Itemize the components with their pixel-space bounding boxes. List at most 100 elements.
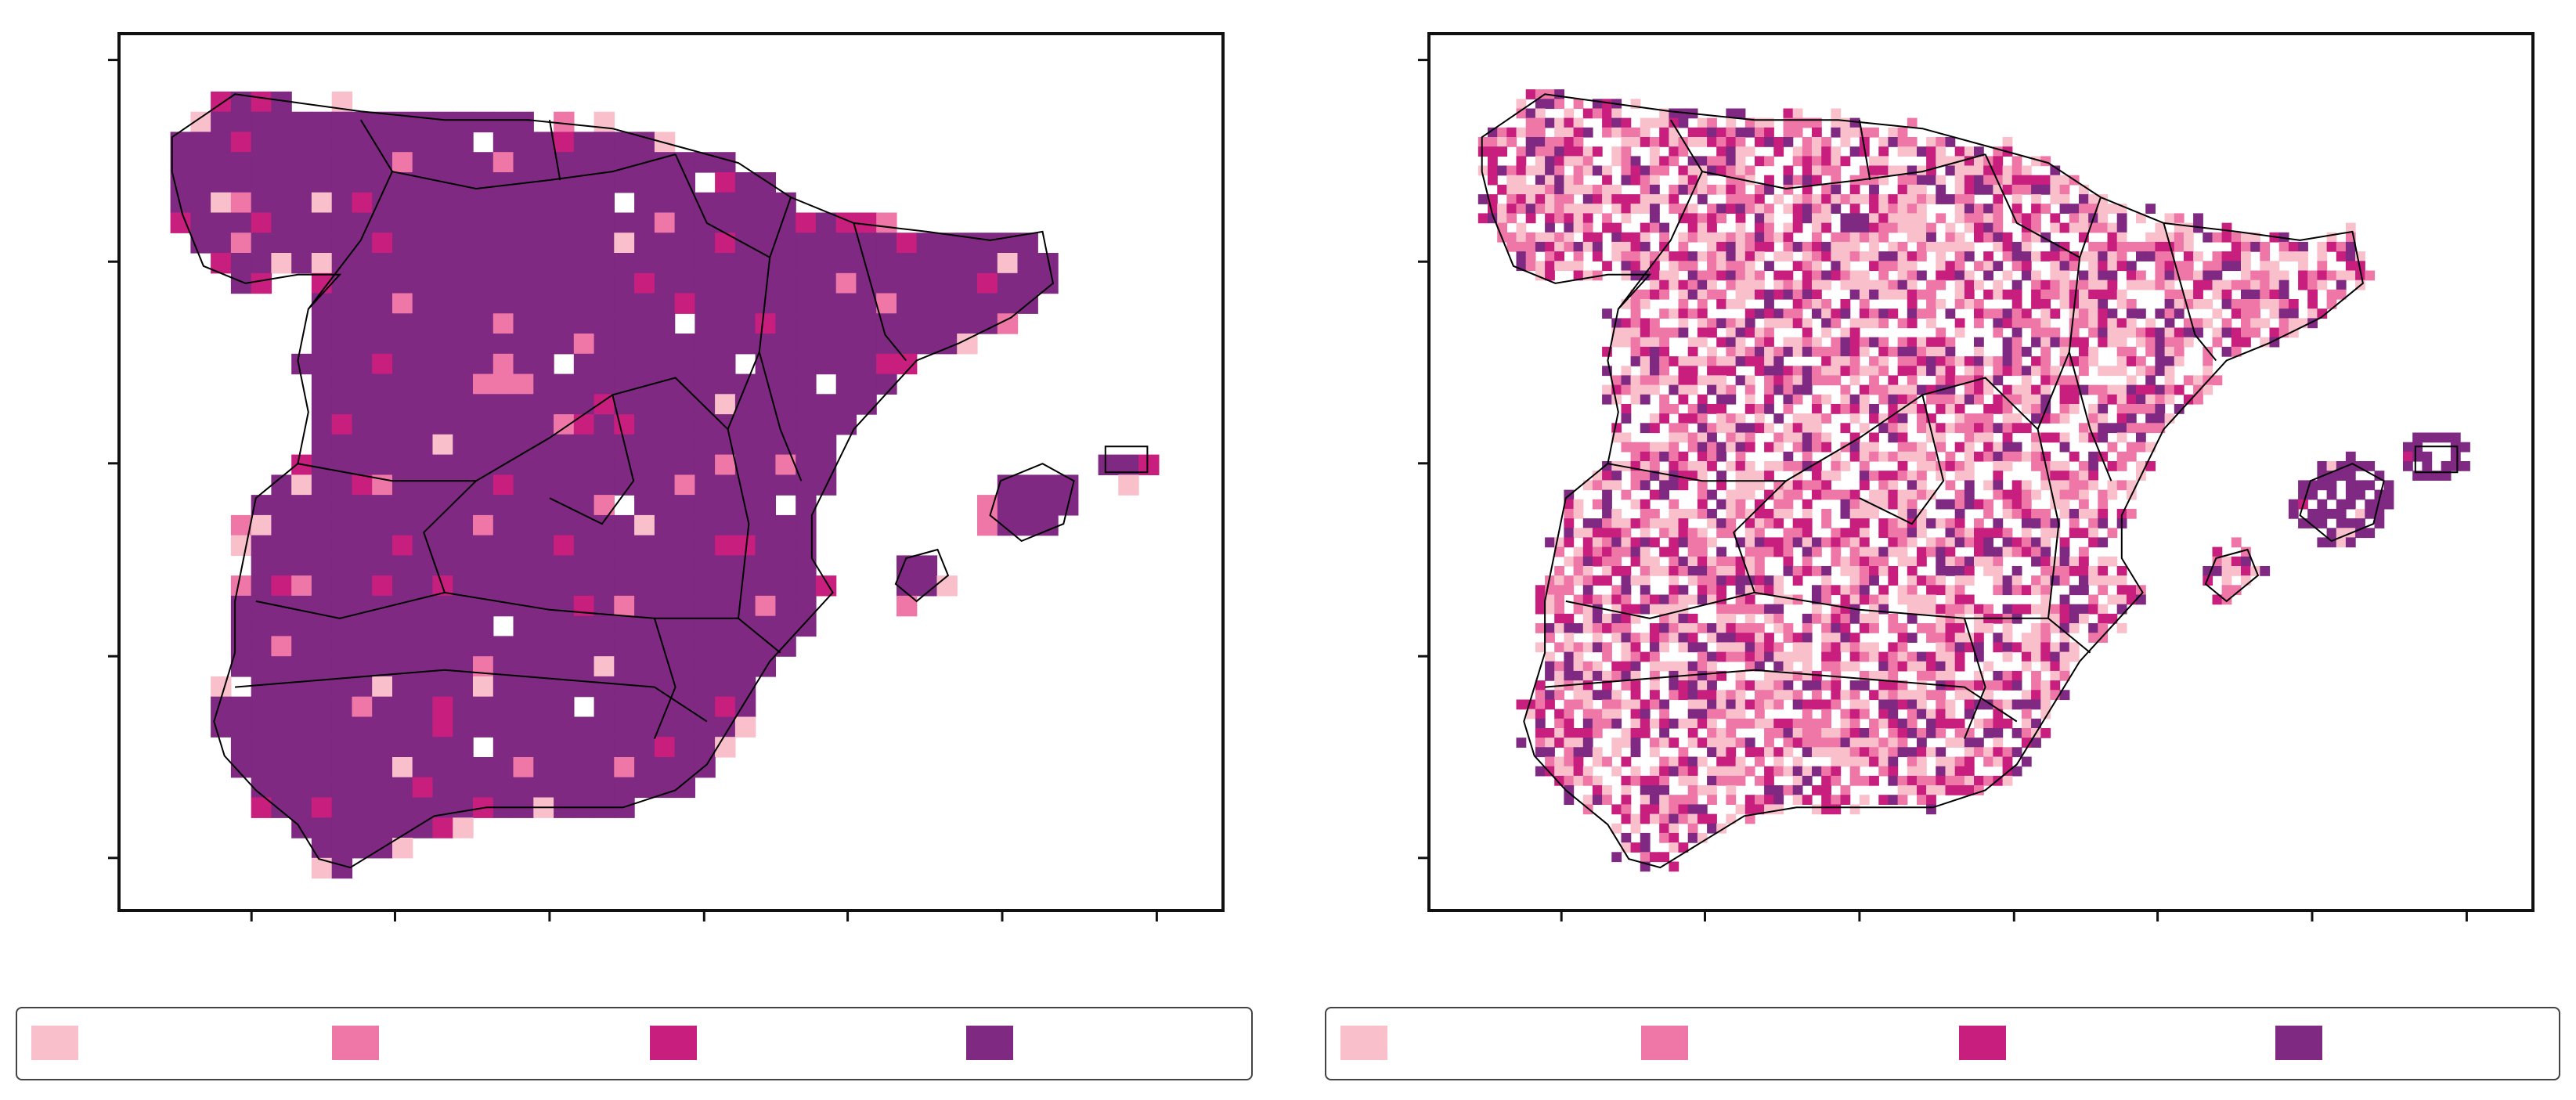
grid-cell (2116, 480, 2127, 491)
grid-cell (2088, 318, 2098, 329)
grid-cell (1802, 270, 1813, 281)
grid-cell (1993, 289, 2004, 300)
grid-cell (1831, 337, 1842, 348)
grid-cell (1888, 432, 1899, 443)
grid-cell (1821, 356, 1831, 366)
grid-cell (291, 817, 312, 839)
grid-cell (1602, 489, 1612, 500)
grid-cell (230, 111, 252, 133)
grid-cell (2155, 384, 2166, 395)
grid-cell (1888, 451, 1899, 462)
grid-cell (1621, 442, 1632, 453)
grid-cell (1859, 280, 1870, 290)
grid-cell (1907, 699, 1918, 710)
grid-cell (2365, 270, 2376, 281)
grid-cell (1564, 194, 1575, 204)
grid-cell (1954, 633, 1965, 643)
grid-cell (1650, 566, 1660, 576)
grid-cell (2031, 489, 2041, 500)
grid-cell (533, 253, 554, 274)
grid-cell (1802, 795, 1813, 805)
grid-cell (331, 535, 353, 556)
grid-cell (1945, 661, 1956, 672)
grid-cell (1650, 489, 1660, 500)
grid-cell (1783, 308, 1794, 319)
grid-cell (2059, 537, 2070, 548)
grid-cell (1831, 661, 1842, 672)
grid-cell (1602, 508, 1612, 519)
grid-cell (1878, 756, 1889, 767)
grid-cell (2031, 280, 2041, 290)
grid-cell (1812, 261, 1822, 272)
grid-cell (2040, 204, 2051, 214)
grid-cell (1707, 633, 1717, 643)
grid-cell (554, 233, 575, 254)
grid-cell (1726, 346, 1737, 357)
grid-cell (2040, 346, 2051, 357)
grid-cell (1849, 633, 1860, 643)
region-border (549, 395, 635, 525)
grid-cell (352, 716, 373, 738)
grid-cell (1773, 642, 1784, 653)
grid-cell (1783, 280, 1794, 290)
grid-cell (695, 495, 716, 516)
grid-cell (1897, 280, 1908, 290)
grid-cell (2021, 499, 2032, 510)
grid-cell (1917, 471, 1927, 481)
grid-cell (2050, 413, 2061, 424)
grid-cell (1812, 785, 1822, 795)
grid-cell (2098, 404, 2109, 414)
grid-cell (1564, 146, 1575, 157)
grid-cell (2231, 251, 2242, 261)
grid-cell (2241, 327, 2251, 338)
grid-cell (1630, 604, 1641, 615)
grid-cell (1650, 366, 1660, 377)
grid-cell (230, 656, 252, 677)
grid-cell (1802, 137, 1813, 147)
grid-cell (473, 253, 494, 274)
grid-cell (1621, 756, 1632, 767)
grid-cell (2355, 489, 2365, 500)
grid-cell (1669, 680, 1679, 691)
grid-cell (634, 514, 655, 536)
grid-cell (2088, 566, 2098, 576)
grid-cell (533, 192, 554, 214)
grid-cell (654, 595, 676, 617)
grid-cell (1954, 499, 1965, 510)
grid-cell (1573, 556, 1584, 567)
grid-cell (1545, 270, 1555, 281)
grid-cell (2050, 165, 2061, 176)
grid-cell (412, 716, 434, 738)
grid-cell (251, 716, 272, 738)
grid-cell (1573, 137, 1584, 147)
grid-cell (1697, 804, 1708, 815)
grid-cell (372, 414, 393, 435)
grid-cell (1678, 213, 1689, 224)
grid-cell (1993, 423, 2004, 434)
grid-cell (1945, 270, 1956, 281)
grid-cell (1926, 146, 1936, 157)
grid-cell (1878, 251, 1889, 261)
grid-cell (311, 253, 333, 274)
grid-cell (815, 414, 837, 435)
grid-cell (170, 152, 191, 173)
grid-cell (1669, 251, 1679, 261)
grid-cell (1744, 537, 1755, 548)
grid-cell (1650, 356, 1660, 366)
grid-cell (513, 737, 534, 758)
grid-cell (392, 192, 413, 214)
grid-cell (1735, 566, 1746, 576)
grid-cell (1554, 194, 1564, 204)
grid-cell (2011, 299, 2022, 309)
grid-cell (796, 615, 817, 637)
grid-cell (1735, 337, 1746, 348)
grid-cell (715, 474, 736, 496)
grid-cell (2050, 308, 2061, 319)
grid-cell (1755, 651, 1765, 662)
grid-cell (1888, 566, 1899, 576)
grid-cell (1783, 137, 1794, 147)
grid-cell (1621, 795, 1632, 805)
grid-cell (1659, 127, 1669, 138)
grid-cell (271, 676, 292, 698)
grid-cell (1678, 556, 1689, 567)
